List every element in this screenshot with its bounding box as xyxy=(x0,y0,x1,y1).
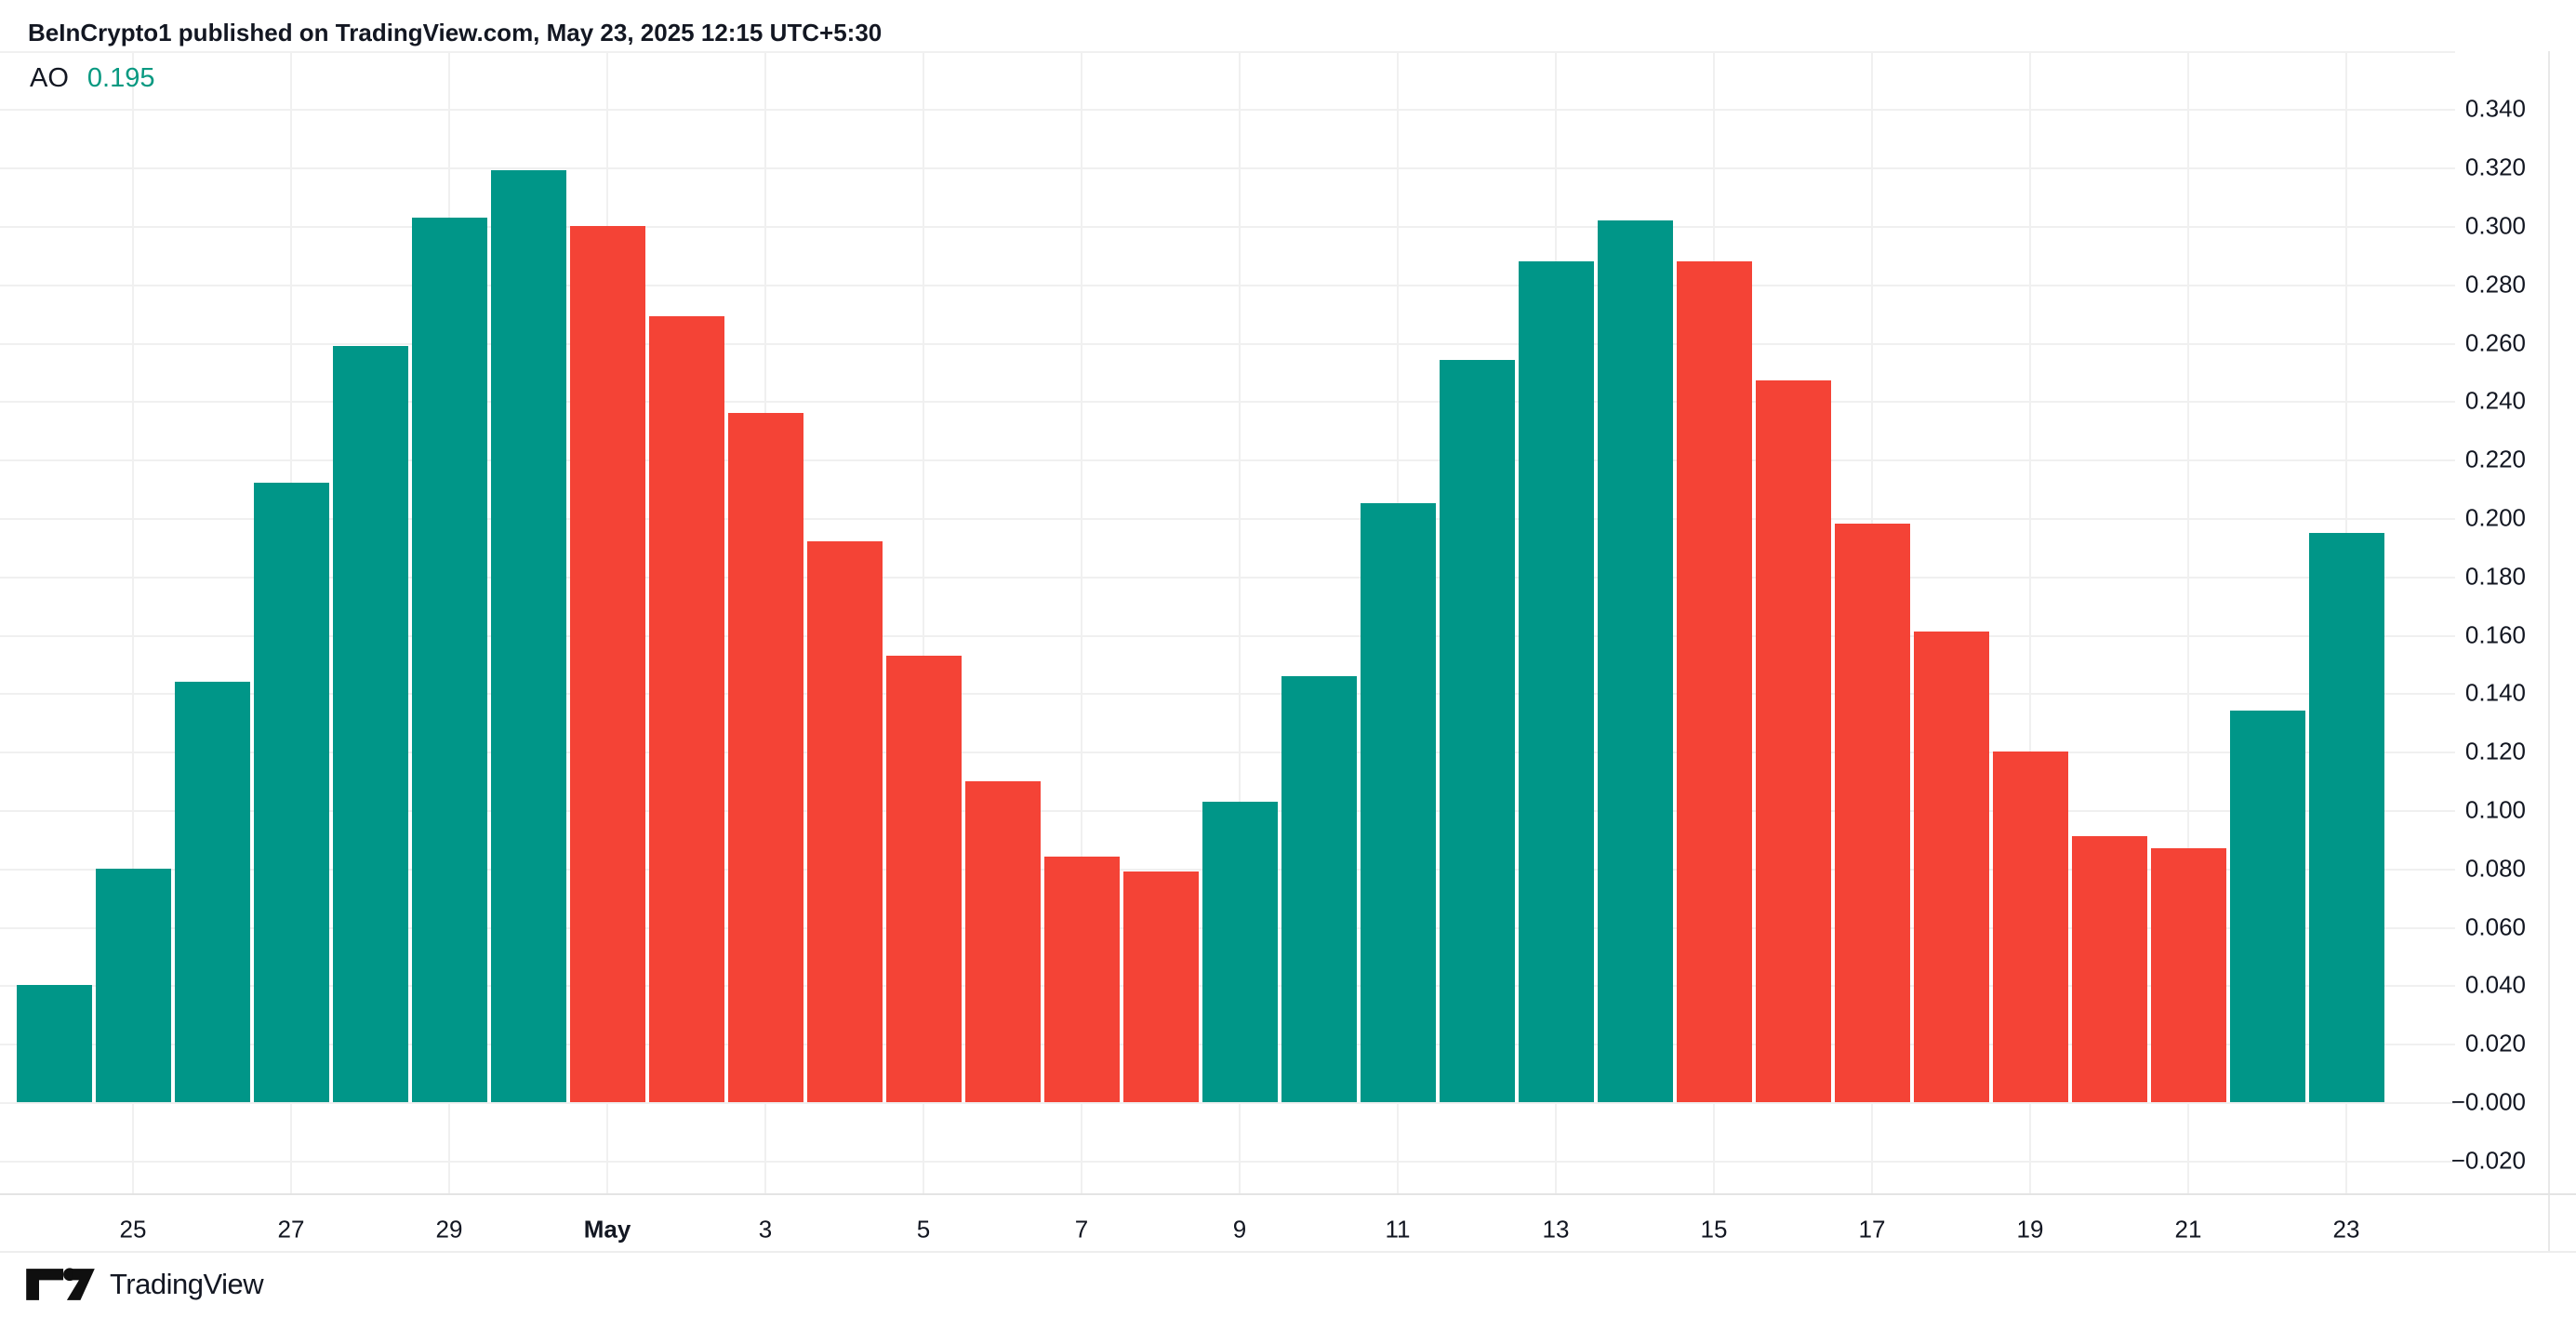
time-axis-label: 11 xyxy=(1385,1215,1411,1244)
price-axis-label: 0.120 xyxy=(2464,737,2526,765)
ao-histogram-bar xyxy=(1439,360,1515,1102)
ao-histogram-bar xyxy=(490,170,566,1102)
indicator-value-label: 0.195 xyxy=(86,63,155,93)
time-axis-bottom-border xyxy=(0,1251,2576,1253)
time-axis-label: May xyxy=(583,1215,631,1244)
ao-histogram-bar xyxy=(1913,632,1989,1102)
price-axis-label: 0.160 xyxy=(2464,620,2526,649)
ao-histogram-bar xyxy=(806,541,883,1102)
time-axis-label: 15 xyxy=(1700,1215,1728,1244)
time-axis-label: 17 xyxy=(1858,1215,1886,1244)
ao-histogram-bar xyxy=(885,656,962,1102)
grid-vline xyxy=(1239,51,1241,1193)
time-axis-label: 7 xyxy=(1074,1215,1089,1244)
price-axis-label: 0.280 xyxy=(2464,270,2526,299)
ao-histogram-bar xyxy=(1043,857,1120,1102)
price-axis-label: 0.220 xyxy=(2464,445,2526,473)
price-axis-label: 0.300 xyxy=(2464,211,2526,240)
price-axis-label: 0.080 xyxy=(2464,854,2526,883)
ao-histogram-bar xyxy=(411,218,487,1102)
grid-vline xyxy=(923,51,924,1193)
time-axis-label: 5 xyxy=(916,1215,931,1244)
grid-vline xyxy=(2029,51,2031,1193)
price-axis-label: 0.140 xyxy=(2464,678,2526,707)
grid-vline xyxy=(1081,51,1082,1193)
grid-hline xyxy=(0,109,2455,111)
grid-hline xyxy=(0,635,2455,637)
publish-attribution-title: BeInCrypto1 published on TradingView.com… xyxy=(28,19,883,47)
ao-histogram-bar xyxy=(1518,261,1594,1102)
ao-histogram-bar xyxy=(2071,836,2147,1102)
time-axis-label: 21 xyxy=(2174,1215,2202,1244)
price-axis-label: 0.020 xyxy=(2464,1029,2526,1058)
tradingview-wordmark: TradingView xyxy=(110,1268,264,1300)
grid-hline xyxy=(0,577,2455,579)
ao-histogram-bar xyxy=(727,413,803,1102)
ao-histogram-bar xyxy=(174,682,250,1102)
grid-hline xyxy=(0,401,2455,403)
time-axis-label: 27 xyxy=(277,1215,305,1244)
ao-histogram-bar xyxy=(569,226,645,1102)
ao-histogram-bar xyxy=(1676,261,1752,1102)
grid-hline xyxy=(0,51,2455,53)
price-axis-label: −0.000 xyxy=(2450,1087,2526,1116)
price-axis-label: 0.060 xyxy=(2464,912,2526,941)
ao-histogram-bar xyxy=(1992,752,2068,1102)
footer-branding: TradingView xyxy=(24,1263,264,1306)
grid-hline xyxy=(0,518,2455,520)
ao-histogram-bar xyxy=(2229,711,2305,1102)
time-axis-label: 29 xyxy=(435,1215,463,1244)
price-axis-label: 0.180 xyxy=(2464,562,2526,591)
grid-hline xyxy=(0,343,2455,345)
time-axis-label: 13 xyxy=(1542,1215,1570,1244)
time-axis-label: 9 xyxy=(1232,1215,1247,1244)
ao-histogram-bar xyxy=(964,781,1041,1102)
ao-histogram-bar xyxy=(1597,220,1673,1102)
price-axis-right-border xyxy=(2548,51,2550,1251)
grid-hline xyxy=(0,285,2455,286)
ao-histogram-bar xyxy=(1281,676,1357,1102)
ao-histogram-bar xyxy=(95,869,171,1102)
price-axis-label: 0.240 xyxy=(2464,386,2526,415)
tradingview-logo-icon xyxy=(26,1268,95,1300)
grid-vline xyxy=(2187,51,2189,1193)
indicator-name-label: AO xyxy=(30,63,69,93)
price-axis-label: 0.040 xyxy=(2464,970,2526,999)
grid-vline xyxy=(132,51,134,1193)
ao-histogram-bar xyxy=(2150,848,2226,1102)
ao-histogram-bar xyxy=(1202,802,1278,1102)
grid-hline xyxy=(0,693,2455,695)
time-axis-label: 25 xyxy=(119,1215,147,1244)
ao-histogram-bar xyxy=(1360,503,1436,1102)
ao-histogram-bar xyxy=(253,483,329,1102)
price-axis-label: 0.320 xyxy=(2464,153,2526,181)
ao-histogram-bar xyxy=(648,316,724,1102)
grid-hline xyxy=(0,226,2455,228)
grid-hline xyxy=(0,1161,2455,1163)
ao-histogram-bar xyxy=(1755,380,1831,1102)
price-axis-label: 0.260 xyxy=(2464,328,2526,357)
ao-histogram-bar xyxy=(1122,871,1199,1102)
price-axis-label: 0.200 xyxy=(2464,503,2526,532)
grid-hline xyxy=(0,167,2455,169)
grid-hline xyxy=(0,459,2455,461)
grid-hline xyxy=(0,752,2455,753)
time-axis-label: 3 xyxy=(758,1215,773,1244)
ao-histogram-bar xyxy=(2308,533,2384,1102)
ao-histogram-bar xyxy=(332,346,408,1102)
ao-histogram-bar xyxy=(1834,524,1910,1102)
time-axis-label: 19 xyxy=(2016,1215,2044,1244)
price-axis-label: 0.100 xyxy=(2464,795,2526,824)
price-axis-label: 0.340 xyxy=(2464,94,2526,123)
price-axis-label: −0.020 xyxy=(2450,1146,2526,1175)
time-axis-top-border xyxy=(0,1193,2576,1195)
ao-histogram-bar xyxy=(16,985,92,1102)
indicator-legend[interactable]: AO 0.195 xyxy=(30,63,154,94)
time-axis-label: 23 xyxy=(2332,1215,2360,1244)
grid-hline xyxy=(0,1102,2455,1104)
